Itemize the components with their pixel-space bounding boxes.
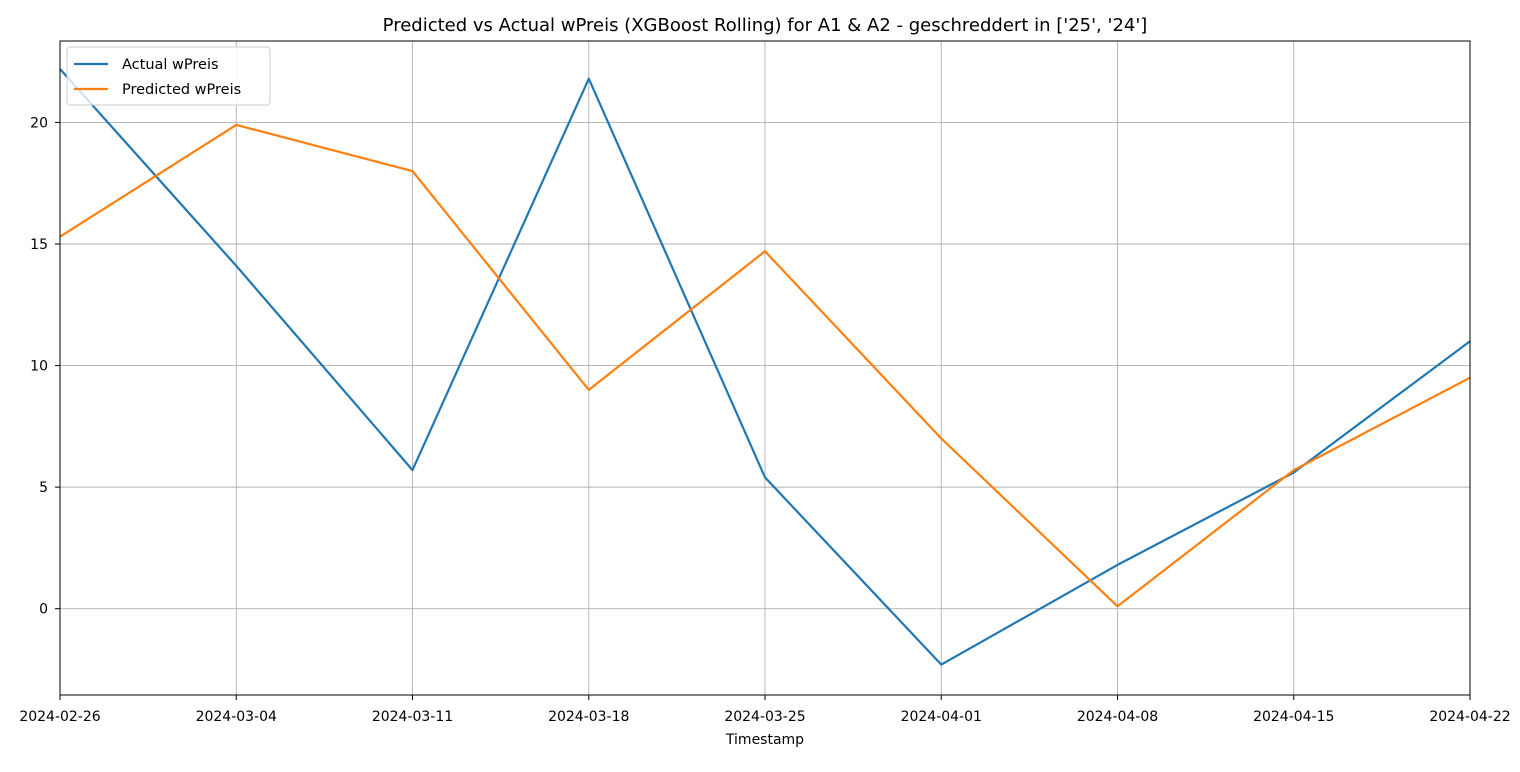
x-tick-label: 2024-04-22 <box>1429 709 1510 725</box>
grid <box>59 41 1471 695</box>
x-tick-label: 2024-04-01 <box>901 709 982 725</box>
y-axis-ticks: 0 5 10 15 20 <box>30 115 60 618</box>
y-tick-label: 0 <box>39 602 48 618</box>
series-lines <box>59 68 1471 666</box>
x-tick-label: 2024-02-26 <box>19 709 100 725</box>
y-tick-label: 20 <box>30 115 48 131</box>
x-axis-label: Timestamp <box>725 732 804 748</box>
x-tick-label: 2024-03-04 <box>196 709 277 725</box>
legend: Actual wPreis Predicted wPreis <box>66 46 271 106</box>
x-tick-label: 2024-03-18 <box>548 709 629 725</box>
x-tick-label: 2024-04-15 <box>1253 709 1334 725</box>
y-tick-label: 15 <box>30 237 48 253</box>
y-tick-label: 10 <box>30 359 48 375</box>
legend-box <box>66 46 271 106</box>
chart-title: Predicted vs Actual wPreis (XGBoost Roll… <box>383 15 1148 36</box>
x-tick-label: 2024-04-08 <box>1077 709 1158 725</box>
x-tick-label: 2024-03-25 <box>724 709 805 725</box>
legend-label: Actual wPreis <box>122 57 219 73</box>
x-axis-ticks: 2024-02-26 2024-03-04 2024-03-11 2024-03-18… <box>19 695 1511 725</box>
x-tick-label: 2024-03-11 <box>372 709 453 725</box>
y-tick-label: 5 <box>39 480 48 496</box>
legend-label: Predicted wPreis <box>122 82 241 98</box>
